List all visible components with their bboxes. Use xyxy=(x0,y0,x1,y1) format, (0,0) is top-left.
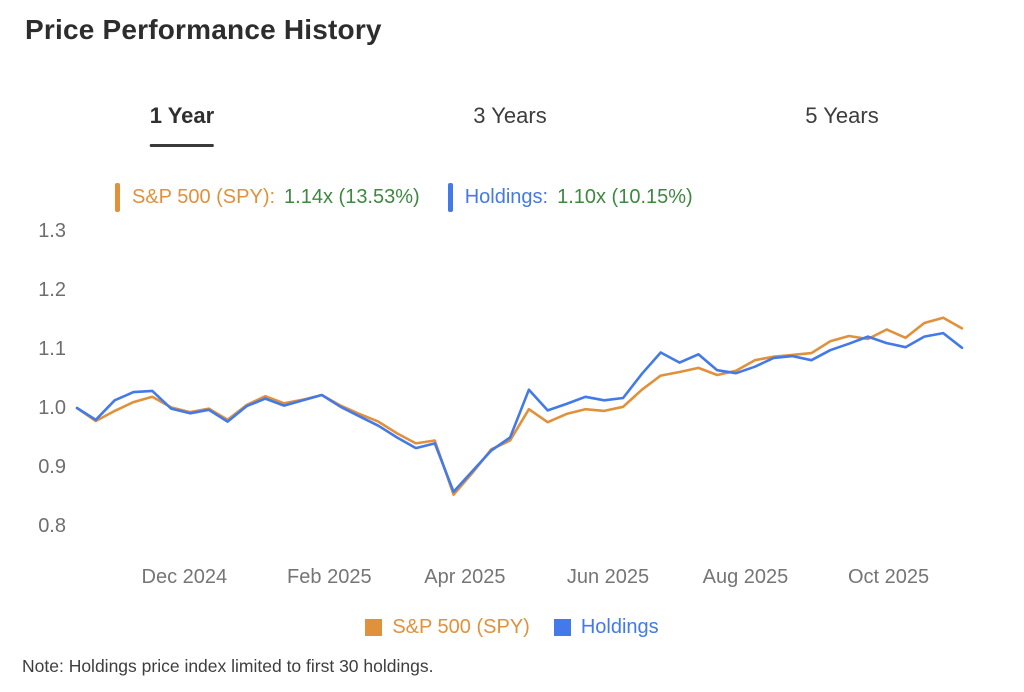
legend-item[interactable]: Holdings xyxy=(553,616,659,639)
spy-legend-value: 1.14x (13.53%) xyxy=(284,185,420,208)
legend-item[interactable]: S&P 500 (SPY) xyxy=(365,616,530,639)
y-tick-label: 0.8 xyxy=(38,515,66,537)
y-tick-label: 1.1 xyxy=(38,338,66,360)
x-tick-label: Feb 2025 xyxy=(287,566,372,588)
tab-1-year-label: 1 Year xyxy=(149,103,215,128)
summary-legend: S&P 500 (SPY): 1.14x (13.53%) Holdings: … xyxy=(115,181,693,213)
holdings-legend-value: 1.10x (10.15%) xyxy=(557,185,693,208)
tab-5-years[interactable]: 5 Years xyxy=(805,103,878,129)
x-tick-label: Dec 2024 xyxy=(141,566,228,588)
x-tick-label: Aug 2025 xyxy=(702,566,789,588)
tab-5-years-label: 5 Years xyxy=(805,103,879,128)
spy-color-bar xyxy=(115,182,120,212)
period-tabs: 1 Year 3 Years 5 Years xyxy=(0,103,1024,158)
spy-legend-label: S&P 500 (SPY): xyxy=(132,185,276,208)
page-title: Price Performance History xyxy=(25,14,382,45)
x-tick-label: Apr 2025 xyxy=(424,566,506,588)
tab-1-year[interactable]: 1 Year xyxy=(149,103,215,147)
active-tab-underline xyxy=(149,144,215,147)
legend-swatch xyxy=(365,619,383,636)
series-legend: S&P 500 (SPY) Holdings xyxy=(0,616,1024,639)
legend-label: Holdings xyxy=(580,616,659,638)
y-tick-label: 1.2 xyxy=(38,279,66,301)
holdings-line xyxy=(75,331,964,494)
y-tick-label: 1.3 xyxy=(38,220,66,242)
y-tick-label: 0.9 xyxy=(38,456,66,478)
footnote: Note: Holdings price index limited to fi… xyxy=(22,656,434,676)
summary-legend-spy: S&P 500 (SPY): 1.14x (13.53%) xyxy=(115,182,420,212)
tab-3-years[interactable]: 3 Years xyxy=(473,103,546,129)
spy-line xyxy=(75,316,964,497)
x-tick-label: Jun 2025 xyxy=(566,566,650,588)
holdings-legend-label: Holdings: xyxy=(464,185,549,208)
tab-3-years-label: 3 Years xyxy=(473,103,547,128)
legend-label: S&P 500 (SPY) xyxy=(392,616,530,638)
holdings-color-bar xyxy=(447,182,453,212)
summary-legend-holdings: Holdings: 1.10x (10.15%) xyxy=(447,182,693,212)
y-tick-label: 1.0 xyxy=(38,397,66,419)
x-tick-label: Oct 2025 xyxy=(847,566,930,588)
legend-swatch xyxy=(553,619,571,636)
